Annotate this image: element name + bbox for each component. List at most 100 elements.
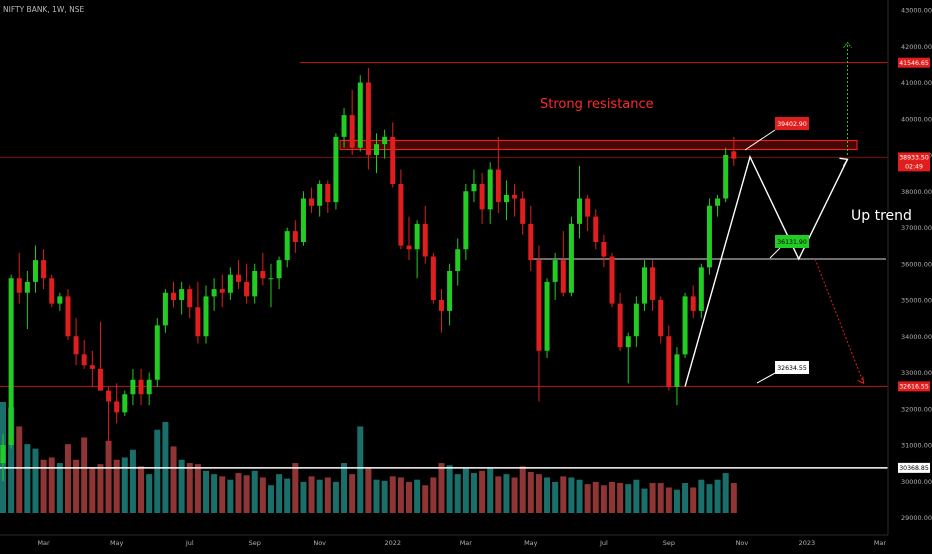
volume-bar bbox=[576, 479, 583, 513]
current-price-tag-bg bbox=[898, 152, 930, 172]
candle-body bbox=[203, 296, 209, 337]
price-tick-label: 41000.00 bbox=[901, 79, 932, 87]
volume-bar bbox=[259, 477, 266, 513]
volume-bar bbox=[503, 474, 510, 513]
candle-body bbox=[520, 198, 526, 224]
candle-body bbox=[382, 136, 388, 145]
candle-body bbox=[414, 223, 420, 250]
pattern-arrowhead bbox=[839, 157, 849, 167]
candle-body bbox=[317, 184, 323, 206]
volume-bar bbox=[40, 459, 47, 513]
candle-body bbox=[219, 289, 225, 293]
price-tick-label: 29000.00 bbox=[901, 514, 932, 522]
candle-body bbox=[357, 82, 363, 148]
candle-body bbox=[406, 245, 412, 250]
price-tick-label: 37000.00 bbox=[901, 224, 932, 232]
volume-bar bbox=[105, 440, 112, 513]
volume-bar bbox=[316, 479, 323, 513]
time-tick-label: May bbox=[110, 539, 124, 547]
support-callout: 36131.90 bbox=[777, 239, 807, 246]
candle-body bbox=[171, 292, 177, 300]
price-tag-32616: 32616.55 bbox=[899, 384, 929, 391]
volume-bar bbox=[511, 477, 518, 513]
volume-bar bbox=[64, 444, 71, 513]
candle-body bbox=[601, 242, 607, 257]
strong-resistance-annotation: Strong resistance bbox=[540, 97, 654, 112]
candle-body bbox=[268, 278, 274, 280]
volume-bar bbox=[170, 446, 177, 513]
candle-body bbox=[698, 267, 704, 311]
candle-body bbox=[422, 223, 428, 257]
candle-body bbox=[341, 115, 347, 137]
volume-bar bbox=[406, 481, 412, 513]
price-tag-30368: 30368.85 bbox=[899, 465, 929, 472]
volume-bar bbox=[633, 479, 640, 513]
target-callout-bg bbox=[775, 361, 809, 374]
price-axis[interactable]: 43000.0042000.0041000.0040000.0039000.00… bbox=[901, 7, 932, 523]
time-axis[interactable]: Mar May Jul Sep Nov 2022 Mar May Jul Sep Nov 2023 Ma… bbox=[37, 539, 886, 547]
time-tick-label: 2022 bbox=[384, 539, 401, 547]
candle-body bbox=[438, 300, 444, 311]
candle-body bbox=[235, 274, 241, 282]
candle-body bbox=[503, 194, 509, 203]
volume-bar bbox=[714, 479, 721, 513]
price-tick-label: 32000.00 bbox=[901, 405, 932, 413]
price-tick-label: 30000.00 bbox=[901, 478, 932, 486]
time-tick-label: Nov bbox=[313, 539, 326, 547]
volume-bar bbox=[462, 468, 469, 513]
volume-bar bbox=[706, 484, 713, 513]
volume-bar bbox=[300, 481, 307, 513]
candle-body bbox=[463, 191, 469, 250]
price-tag-41546-bg bbox=[898, 57, 930, 68]
price-tag-32616-bg bbox=[898, 381, 930, 392]
volume-bar bbox=[357, 426, 364, 513]
price-tick-label: 35000.00 bbox=[901, 297, 932, 305]
candle-body bbox=[487, 169, 493, 210]
volume-bar bbox=[32, 448, 39, 513]
candle-body bbox=[641, 267, 647, 304]
volume-bar bbox=[389, 476, 396, 513]
candle-body bbox=[138, 379, 144, 395]
support-callout-bg bbox=[775, 235, 809, 248]
volume-bar bbox=[121, 457, 128, 513]
volume-bar bbox=[235, 473, 242, 513]
resistance-zone bbox=[339, 139, 858, 151]
candle-body bbox=[374, 144, 380, 155]
price-tag-41546: 41546.65 bbox=[899, 60, 929, 67]
volume-bar bbox=[381, 480, 388, 513]
volume-bar bbox=[365, 468, 372, 513]
horizontal-levels bbox=[0, 62, 888, 469]
volume-bar bbox=[568, 477, 575, 513]
candle-body bbox=[650, 267, 656, 300]
candle-body bbox=[244, 281, 250, 297]
volume-bar bbox=[544, 477, 551, 513]
volume-bar bbox=[454, 474, 461, 513]
volume-bar bbox=[178, 459, 185, 513]
volume-bar bbox=[227, 479, 234, 513]
volume-bar bbox=[446, 465, 453, 513]
time-tick-label: Mar bbox=[37, 539, 50, 547]
resistance-callout-line bbox=[744, 129, 776, 151]
volume-bar bbox=[129, 449, 136, 513]
time-tick-label: Sep bbox=[249, 539, 261, 547]
drawings bbox=[684, 41, 865, 387]
resistance-callout: 39402.90 bbox=[777, 121, 807, 128]
candle-body bbox=[447, 271, 453, 311]
target-callout-line bbox=[756, 371, 778, 384]
time-tick-label: Nov bbox=[736, 539, 749, 547]
projection-pattern bbox=[684, 154, 849, 387]
candle-body bbox=[162, 292, 168, 326]
volume-bar bbox=[470, 473, 477, 513]
candle-body bbox=[81, 354, 87, 366]
candle-body bbox=[568, 223, 574, 293]
downside-arrowhead bbox=[857, 376, 865, 385]
price-tick-label: 42000.00 bbox=[901, 43, 932, 51]
candle-body bbox=[455, 249, 461, 271]
volume-bar bbox=[722, 473, 729, 513]
volume-bar bbox=[609, 481, 615, 513]
volume-bar bbox=[194, 464, 201, 513]
volume-bar bbox=[657, 483, 664, 513]
candle-body bbox=[309, 198, 315, 206]
